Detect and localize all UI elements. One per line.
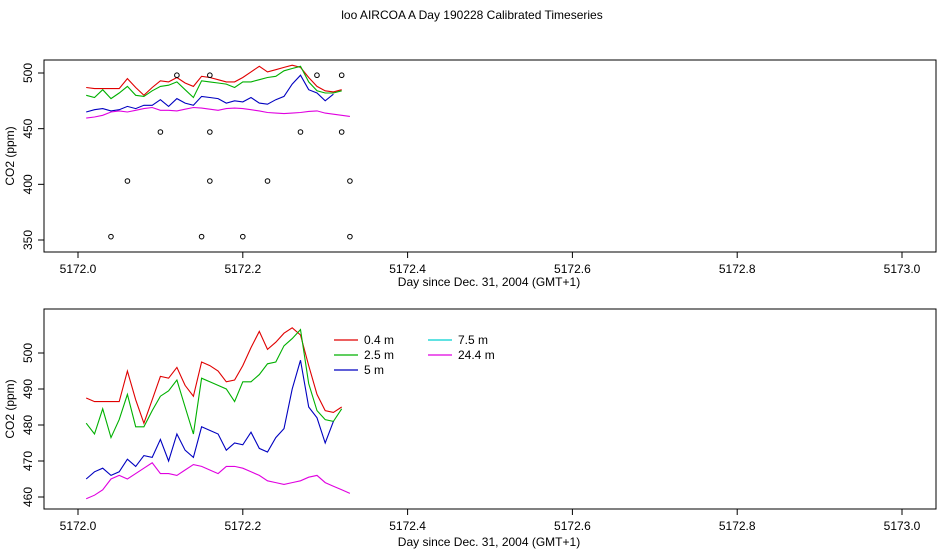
data-point bbox=[108, 233, 114, 240]
x-tick-label: 5172.8 bbox=[719, 519, 756, 533]
top-plot-frame bbox=[43, 59, 937, 253]
data-point bbox=[338, 129, 345, 135]
data-point bbox=[347, 233, 353, 240]
data-point bbox=[297, 129, 304, 135]
y-tick-label: 480 bbox=[21, 415, 35, 435]
series-line-2-5-m bbox=[86, 65, 342, 100]
bottom-series bbox=[85, 327, 351, 500]
series-line-24-4-m bbox=[86, 106, 350, 119]
bottom-x-axis-label: Day since Dec. 31, 2004 (GMT+1) bbox=[398, 535, 580, 549]
x-tick-label: 5172.0 bbox=[60, 519, 97, 533]
top-ticks: 5172.0 5172.2 5172.4 5172.6 5172.8 5173.0 350 4… bbox=[21, 63, 921, 276]
bottom-y-axis-label: CO2 (ppm) bbox=[3, 379, 17, 438]
series-line-0-4-m bbox=[85, 327, 342, 425]
x-tick-label: 5173.0 bbox=[884, 262, 921, 276]
y-tick-label: 460 bbox=[21, 487, 35, 507]
data-point bbox=[124, 178, 131, 184]
data-point bbox=[207, 72, 213, 79]
x-tick-label: 5172.2 bbox=[224, 262, 261, 276]
legend-label: 0.4 m bbox=[364, 333, 394, 347]
y-tick-label: 450 bbox=[21, 118, 35, 138]
data-point bbox=[157, 129, 164, 135]
series-line-5-m bbox=[86, 74, 334, 113]
data-point bbox=[174, 72, 180, 79]
y-tick-label: 350 bbox=[21, 230, 35, 250]
legend-label: 24.4 m bbox=[458, 348, 495, 362]
data-point bbox=[264, 178, 271, 184]
series-line-5-m bbox=[85, 360, 334, 480]
bottom-legend: 0.4 m 7.5 m 2.5 m 24.4 m 5 m bbox=[334, 333, 495, 377]
x-tick-label: 5172.4 bbox=[389, 262, 426, 276]
legend-label: 5 m bbox=[364, 363, 384, 377]
data-point bbox=[338, 72, 345, 79]
chart-title: loo AIRCOA A Day 190228 Calibrated Times… bbox=[341, 8, 602, 22]
x-tick-label: 5172.6 bbox=[554, 519, 591, 533]
x-tick-label: 5173.0 bbox=[884, 519, 921, 533]
data-point bbox=[198, 233, 205, 240]
data-point bbox=[240, 233, 246, 240]
data-point bbox=[207, 178, 213, 184]
bottom-ticks: 5172.0 5172.2 5172.4 5172.6 5172.8 5173.0 460 4… bbox=[21, 343, 921, 533]
top-series bbox=[86, 64, 350, 119]
x-tick-label: 5172.2 bbox=[224, 519, 261, 533]
data-point bbox=[207, 129, 213, 135]
x-tick-label: 5172.4 bbox=[389, 519, 426, 533]
y-tick-label: 490 bbox=[21, 379, 35, 399]
top-panel: 5172.0 5172.2 5172.4 5172.6 5172.8 5173.0 350 4… bbox=[3, 59, 937, 289]
x-tick-label: 5172.6 bbox=[554, 262, 591, 276]
legend-label: 7.5 m bbox=[458, 333, 488, 347]
legend-label: 2.5 m bbox=[364, 348, 394, 362]
y-tick-label: 470 bbox=[21, 451, 35, 471]
series-line-24-4-m bbox=[85, 462, 351, 500]
top-y-axis-label: CO2 (ppm) bbox=[3, 126, 17, 185]
series-line-2-5-m bbox=[85, 328, 343, 440]
y-tick-label: 500 bbox=[21, 343, 35, 363]
bottom-plot-frame bbox=[43, 308, 937, 510]
bottom-panel: 5172.0 5172.2 5172.4 5172.6 5172.8 5173.0 460 4… bbox=[3, 308, 937, 549]
data-point bbox=[314, 72, 320, 79]
y-tick-label: 500 bbox=[21, 63, 35, 83]
x-tick-label: 5172.8 bbox=[719, 262, 756, 276]
top-points bbox=[108, 72, 353, 240]
x-tick-label: 5172.0 bbox=[60, 262, 97, 276]
top-x-axis-label: Day since Dec. 31, 2004 (GMT+1) bbox=[398, 275, 580, 289]
data-point bbox=[347, 178, 353, 184]
y-tick-label: 400 bbox=[21, 174, 35, 194]
